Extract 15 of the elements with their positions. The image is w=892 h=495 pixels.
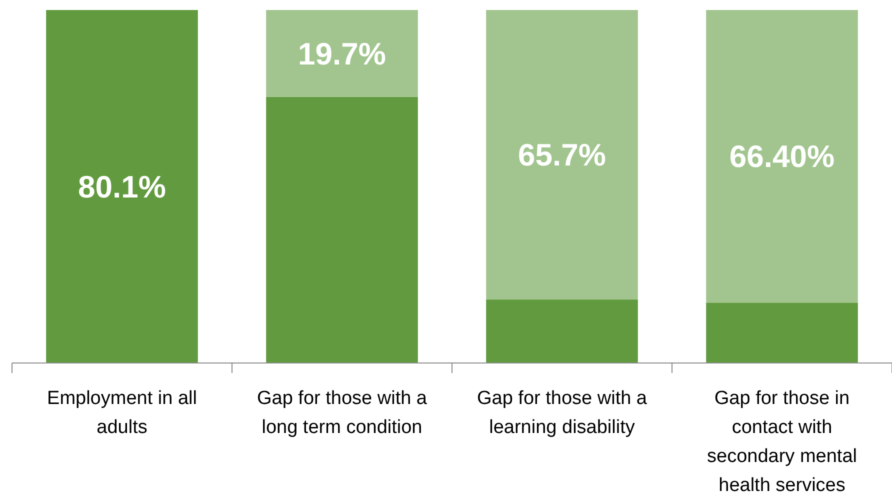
x-tick-label: Gap for those in contact with secondary mental health services: [707, 388, 857, 495]
x-tick-label: Employment in all adults: [47, 388, 197, 438]
bar: [486, 300, 638, 363]
bar: [486, 10, 638, 300]
bar: [706, 302, 858, 363]
data-label: 80.1%: [78, 169, 166, 204]
bar: [266, 10, 418, 97]
data-label: 19.7%: [298, 36, 386, 72]
x-tick-label: Gap for those with a long term condition: [256, 388, 428, 438]
x-tick-label: Gap for those with a learning disability: [476, 388, 648, 438]
data-label: 65.7%: [518, 138, 606, 173]
bar: [706, 10, 858, 303]
data-label: 66.40%: [729, 139, 835, 174]
bar: [46, 10, 198, 363]
bar: [266, 96, 418, 363]
